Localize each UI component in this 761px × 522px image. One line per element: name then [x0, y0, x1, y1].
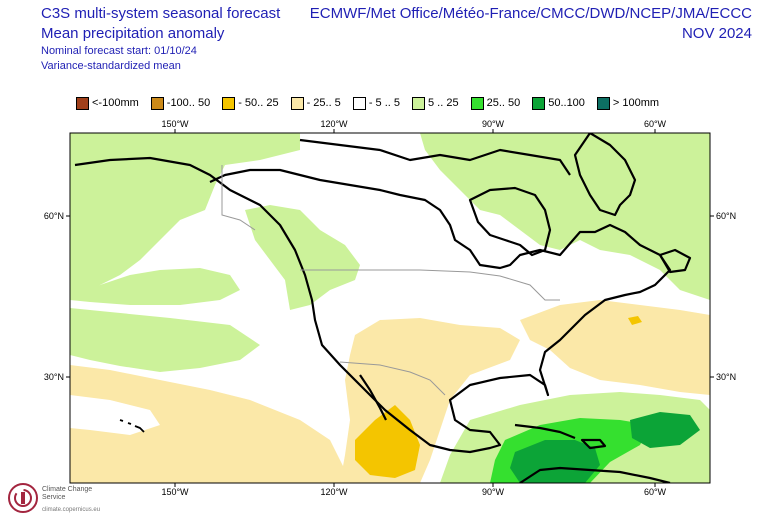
anomaly-region-dry-atlantic-spot	[628, 316, 642, 325]
lon-tick-top: 150°W	[161, 119, 189, 129]
systems-label: ECMWF/Met Office/Météo-France/CMCC/DWD/N…	[309, 5, 752, 22]
axis-ticks	[66, 129, 714, 487]
legend-swatch	[150, 96, 164, 110]
legend-item: 50..100	[532, 96, 585, 110]
coastlines	[74, 133, 692, 483]
logo-ring-icon	[8, 483, 38, 513]
legend-label: 50..100	[548, 97, 585, 109]
legend-item: - 25.. 5	[290, 96, 341, 110]
forecast-month-label: NOV 2024	[681, 25, 752, 42]
anomaly-region-wet-alaska	[70, 133, 300, 300]
coastline-north-america	[74, 156, 672, 454]
anomaly-region-dry-central-pacific	[70, 365, 345, 483]
legend-swatch	[596, 96, 610, 110]
lon-tick-bottom: 150°W	[161, 487, 189, 497]
legend-swatch	[352, 96, 366, 110]
anomaly-region-dry-hawaii-band	[70, 395, 160, 435]
legend-label: - 5 .. 5	[368, 97, 400, 109]
anomaly-region-wet-pacific-ocean	[70, 308, 260, 372]
lat-tick-left: 30°N	[44, 372, 64, 382]
map-frame	[69, 132, 711, 484]
border-us-canada	[300, 269, 560, 301]
legend-item: - 5 .. 5	[352, 96, 400, 110]
lon-tick-bottom: 60°W	[644, 487, 667, 497]
coastline-cuba	[514, 423, 576, 440]
legend-swatch	[532, 96, 546, 110]
coastline-arctic-islands	[299, 138, 571, 176]
anomaly-region-wet-northeast	[420, 133, 710, 300]
border-us-mexico	[339, 361, 446, 396]
legend-label: 5 .. 25	[428, 97, 459, 109]
lon-tick-top: 90°W	[482, 119, 505, 129]
legend-label: <-100mm	[92, 97, 139, 109]
logo-bar-icon	[21, 492, 25, 504]
lon-tick-top: 120°W	[320, 119, 348, 129]
anomaly-region-dry-atlantic	[520, 300, 710, 395]
coastline-newfoundland	[658, 248, 692, 274]
legend-swatch	[76, 96, 89, 110]
legend-swatch	[470, 96, 484, 110]
border-alaska-canada	[221, 165, 256, 231]
lon-tick-top: 60°W	[644, 119, 667, 129]
legend-swatch	[222, 96, 236, 110]
forecast-start-label: Nominal forecast start: 01/10/24	[41, 45, 197, 57]
anomaly-region-dry-mexico-pacific	[355, 405, 420, 478]
coastline-hawaii	[119, 419, 145, 433]
lon-tick-bottom: 90°W	[482, 487, 505, 497]
legend-label: - 25.. 5	[306, 97, 341, 109]
anomaly-region-wet-pacific-northwest	[245, 205, 360, 310]
coastline-greenland	[573, 133, 637, 217]
political-borders	[221, 165, 560, 396]
map-field	[70, 133, 710, 483]
coastline-baja	[359, 374, 387, 421]
legend-swatch	[412, 96, 425, 110]
title-line-1: C3S multi-system seasonal forecast	[41, 5, 281, 22]
anomaly-region-extreme-wet-caribbean	[510, 440, 600, 483]
coastline-hispaniola	[580, 438, 607, 450]
anomaly-region-extreme-wet-east	[630, 412, 700, 448]
legend-item: 5 .. 25	[412, 96, 459, 110]
lat-tick-left: 60°N	[44, 211, 64, 221]
method-label: Variance-standardized mean	[41, 60, 181, 72]
coastline-hudson-bay	[468, 186, 552, 257]
anomaly-region-wet-north-pacific	[70, 268, 240, 305]
copernicus-logo	[8, 483, 38, 513]
legend-item: 25.. 50	[470, 96, 521, 110]
color-legend: <-100mm -100.. 50 - 50.. 25 - 25.. 5 - 5…	[76, 95, 671, 111]
legend-label: - 50.. 25	[238, 97, 279, 109]
legend-label: > 100mm	[612, 97, 660, 109]
logo-service-name: Climate Change Service	[42, 486, 93, 502]
lat-tick-right: 60°N	[716, 211, 736, 221]
logo-url: climate.copernicus.eu	[42, 507, 101, 513]
legend-item: -100.. 50	[150, 96, 211, 110]
legend-label: 25.. 50	[486, 97, 521, 109]
legend-item: - 50.. 25	[222, 96, 279, 110]
legend-swatch	[290, 96, 304, 110]
legend-item: <-100mm	[76, 96, 139, 110]
coastline-south-america	[519, 466, 671, 483]
lon-tick-bottom: 120°W	[320, 487, 348, 497]
legend-label: -100.. 50	[166, 97, 211, 109]
lat-tick-right: 30°N	[716, 372, 736, 382]
logo-inner-ring-icon	[14, 489, 32, 507]
legend-item: > 100mm	[596, 96, 660, 110]
title-line-2: Mean precipitation anomaly	[41, 25, 225, 42]
